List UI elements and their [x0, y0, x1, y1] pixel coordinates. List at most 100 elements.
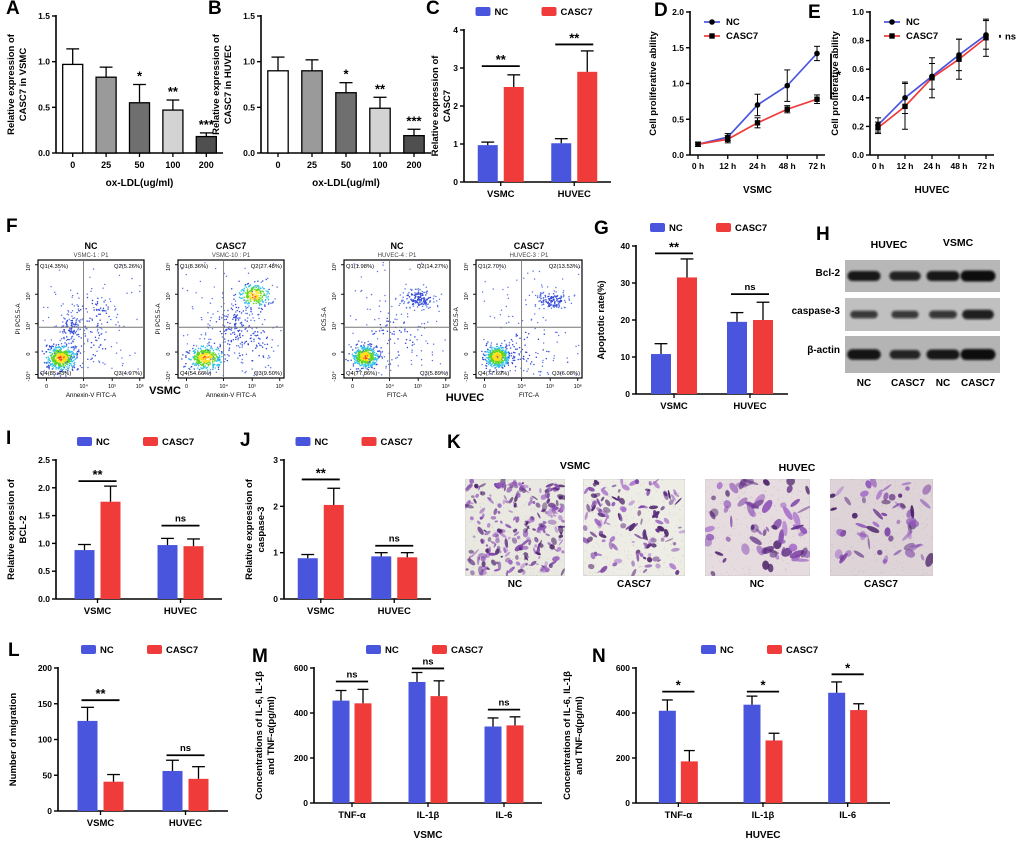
chart-text: caspase-3	[256, 507, 267, 553]
chart-text: 10⁵	[331, 292, 338, 300]
chart-text: NC	[315, 437, 329, 448]
panel-m-grouped-bar-chart: 0 200 400 600 Concentrations of IL-6, IL-1β a…	[254, 645, 542, 841]
chart-text: ns	[346, 670, 357, 681]
chart-text: and TNF-α(pg/ml)	[574, 696, 585, 775]
chart-text: 10⁴	[219, 383, 228, 390]
migration-label-4: CASC7	[864, 579, 898, 590]
chart-text: Q1(4.35%)	[40, 264, 68, 270]
chart-text: 10⁵	[108, 383, 116, 390]
chart-text: 0.0	[672, 150, 684, 160]
data-point	[754, 120, 761, 126]
chart-text: 0 h	[692, 161, 704, 171]
bar	[503, 87, 524, 182]
panel-b-bar-chart: 0.0 0.5 1.0 1.5 Relative expression of CASC7 …	[211, 11, 431, 189]
cell-blob	[714, 551, 724, 556]
cell-blob	[663, 491, 668, 497]
cell-blob	[478, 556, 481, 561]
cell-blob	[537, 512, 541, 519]
cell-blob	[512, 528, 518, 533]
panel-e-letter: E	[808, 2, 821, 23]
flow-plot-vsmc-casc7: CASC7 VSMC-10 : P1 Q1(8.36%) Q2(27.48%) Q4(5…	[155, 241, 285, 399]
bar	[397, 557, 418, 599]
cell-blob	[881, 512, 888, 517]
cell-blob	[597, 512, 606, 518]
cell-blob	[586, 503, 591, 513]
chart-text: CASC7	[451, 645, 483, 656]
chart-text: HUVEC-3 : P1	[510, 253, 549, 259]
cell-blob	[597, 568, 605, 573]
chart-text: HUVEC	[733, 401, 766, 412]
chart-text: 10⁶	[276, 383, 284, 390]
cell-blob	[521, 488, 527, 494]
chart-text: 10	[621, 352, 631, 362]
chart-text: BCL-2	[18, 516, 29, 544]
chart-text: 1.5	[38, 511, 50, 521]
cell-blob	[836, 528, 846, 537]
data-point	[902, 103, 908, 110]
chart-text: 10⁶	[25, 263, 32, 271]
flow-group-label-huvec: HUVEC	[445, 392, 485, 404]
chart-text: 2	[453, 101, 458, 111]
cell-blob	[586, 536, 593, 543]
blot-lane-label-3: NC	[935, 378, 951, 389]
chart-text: Q2(27.48%)	[251, 264, 282, 270]
chart-text: 10⁵	[463, 292, 470, 300]
cell-blob	[621, 484, 630, 491]
bar	[183, 546, 204, 599]
cell-blob	[750, 524, 759, 533]
cell-blob	[504, 500, 510, 504]
cell-blob	[922, 484, 932, 495]
panel-i-letter: I	[6, 428, 12, 449]
panel-a-letter: A	[6, 0, 20, 19]
cell-blob	[883, 555, 889, 565]
bar	[651, 354, 671, 394]
cell-blob	[520, 562, 526, 570]
blot-band	[929, 310, 957, 319]
chart-text: -10⁴	[25, 371, 32, 382]
chart-text: HUVEC	[558, 189, 591, 200]
western-blot-strips	[845, 260, 1000, 373]
cell-blob	[647, 552, 652, 558]
chart-text: 0	[47, 806, 52, 816]
chart-text: 1.0	[38, 538, 50, 548]
bar	[267, 70, 289, 154]
chart-text: 10⁵	[248, 383, 256, 390]
chart-text: 0.5	[38, 566, 50, 576]
cell-blob	[851, 512, 858, 519]
cell-blob	[481, 513, 485, 519]
cell-blob	[877, 549, 883, 556]
chart-text: CASC7	[162, 437, 194, 448]
cell-blob	[883, 492, 889, 501]
data-point	[784, 106, 790, 112]
blot-band	[891, 310, 919, 319]
chart-text: 600	[616, 663, 630, 673]
blot-row-label-bcl2: Bcl-2	[815, 268, 840, 279]
chart-text: 20	[621, 315, 631, 325]
flow-plot-vsmc-nc: NC VSMC-1 : P1 Q1(4.35%) Q2(5.26%) Q4(85.43%…	[15, 241, 145, 399]
bar	[297, 558, 318, 599]
chart-text: *	[845, 660, 851, 675]
chart-text: Q3(6.08%)	[552, 371, 580, 377]
cell-blob	[479, 566, 489, 568]
cell-blob	[538, 523, 543, 527]
chart-text: 24 h	[749, 161, 766, 171]
legend-swatch	[361, 437, 377, 446]
chart-text: Q1(8.36%)	[180, 264, 208, 270]
chart-text: CASC7	[166, 645, 198, 656]
cell-blob	[920, 554, 925, 561]
cell-blob	[603, 516, 609, 525]
chart-text: IL-6	[496, 810, 513, 821]
cell-blob	[603, 506, 611, 513]
cell-blob	[782, 520, 788, 537]
cell-blob	[549, 560, 557, 566]
chart-text: *	[836, 67, 842, 82]
cell-blob	[905, 486, 910, 491]
chart-text: Q1(2.70%)	[478, 264, 506, 270]
chart-text: 10⁵	[414, 383, 422, 390]
chart-text: **	[669, 239, 680, 254]
chart-text: 0	[273, 594, 278, 604]
cell-blob	[617, 495, 620, 501]
bar	[765, 740, 783, 803]
cell-blob	[761, 546, 775, 555]
cell-blob	[508, 510, 514, 513]
